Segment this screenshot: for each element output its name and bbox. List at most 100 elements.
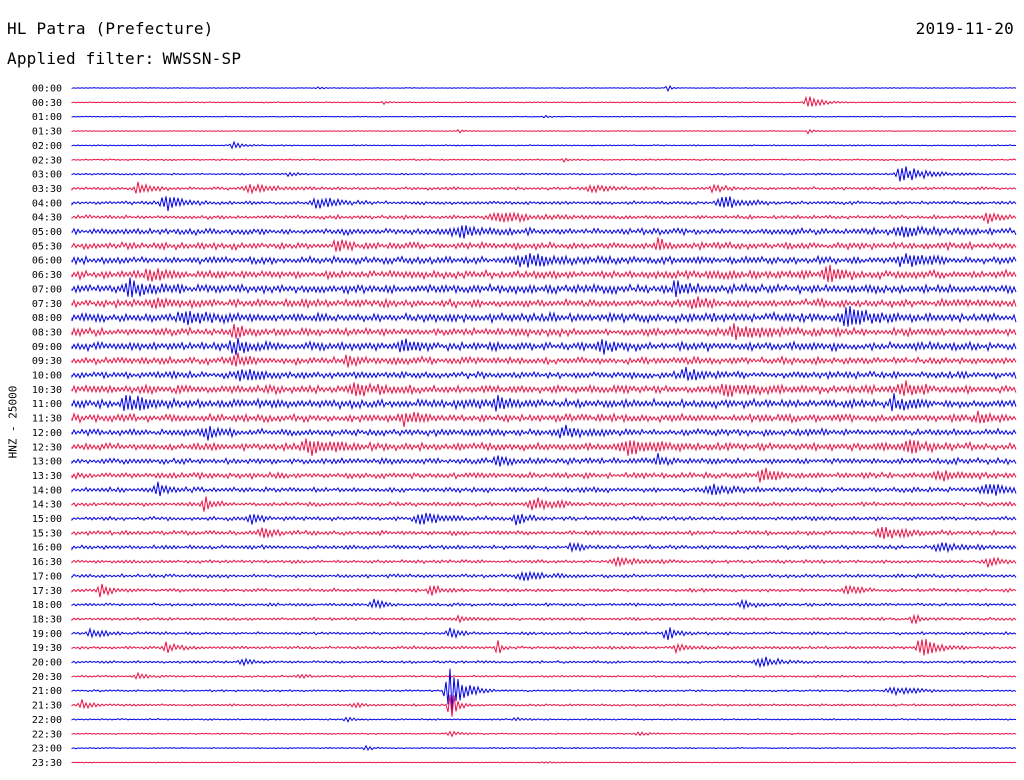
trace-line: [71, 323, 1017, 341]
trace-line: [71, 467, 1017, 483]
trace-line: [71, 166, 1017, 182]
trace-line: [71, 352, 1017, 368]
trace-line: [71, 196, 1017, 212]
time-tick-label: 05:30: [32, 241, 62, 252]
time-tick-label: 16:30: [32, 557, 62, 568]
trace-line: [71, 211, 1017, 224]
trace-line: [71, 541, 1017, 554]
time-tick-label: 06:30: [32, 270, 62, 281]
trace-line: [71, 380, 1017, 397]
time-tick-label: 00:00: [32, 84, 62, 95]
filter-value: WWSSN-SP: [162, 49, 242, 68]
time-tick-label: 11:00: [32, 399, 62, 410]
filter-label-text: Applied filter:: [7, 49, 155, 68]
time-tick-label: 22:30: [32, 729, 62, 740]
trace-line: [71, 639, 1017, 656]
trace-line: [71, 277, 1017, 298]
trace-line: [71, 656, 1017, 669]
time-tick-label: 07:30: [32, 299, 62, 310]
trace-line: [71, 481, 1017, 497]
time-tick-label: 14:00: [32, 485, 62, 496]
trace-line: [71, 744, 1017, 752]
time-tick-label: 00:30: [32, 98, 62, 109]
trace-line: [71, 224, 1017, 239]
time-tick-label: 07:00: [32, 284, 62, 295]
trace-line: [71, 598, 1017, 611]
trace-line: [71, 140, 1017, 150]
time-tick-label: 01:00: [32, 112, 62, 123]
trace-line: [71, 760, 1017, 764]
trace-line: [71, 438, 1017, 456]
trace-line: [71, 570, 1017, 581]
time-tick-label: 17:00: [32, 571, 62, 582]
time-tick-label: 19:30: [32, 643, 62, 654]
time-tick-label: 19:00: [32, 629, 62, 640]
time-tick-label: 10:00: [32, 371, 62, 382]
time-tick-label: 11:30: [32, 414, 62, 425]
time-tick-label: 22:00: [32, 715, 62, 726]
tick-label-group: 00:00 00:30 01:00 01:30 02:00 02:30 03:00 03:30…: [32, 84, 62, 769]
time-tick-label: 21:00: [32, 686, 62, 697]
trace-line: [71, 668, 1017, 711]
trace-group: [71, 85, 1017, 764]
time-tick-label: 15:30: [32, 528, 62, 539]
trace-line: [71, 626, 1017, 641]
time-tick-label: 13:00: [32, 457, 62, 468]
filter-label: Applied filter: WWSSN-SP: [7, 49, 241, 68]
time-tick-label: 18:30: [32, 614, 62, 625]
trace-line: [71, 424, 1017, 441]
time-tick-label: 08:30: [32, 327, 62, 338]
time-tick-label: 23:30: [32, 758, 62, 769]
trace-line: [71, 694, 1017, 717]
time-tick-label: 09:30: [32, 356, 62, 367]
trace-line: [71, 85, 1017, 93]
time-tick-label: 16:00: [32, 543, 62, 554]
trace-line: [71, 305, 1017, 327]
trace-line: [71, 114, 1017, 119]
trace-line: [71, 410, 1017, 428]
station-title: HL Patra (Prefecture): [7, 19, 214, 38]
trace-line: [71, 730, 1017, 738]
trace-line: [71, 716, 1017, 723]
trace-line: [71, 613, 1017, 625]
time-tick-label: 12:30: [32, 442, 62, 453]
time-tick-label: 20:30: [32, 672, 62, 683]
trace-line: [71, 526, 1017, 539]
trace-line: [71, 95, 1017, 107]
trace-line: [71, 453, 1017, 467]
trace-line: [71, 157, 1017, 163]
time-tick-label: 05:00: [32, 227, 62, 238]
time-tick-label: 09:00: [32, 342, 62, 353]
trace-line: [71, 512, 1017, 526]
time-tick-label: 15:00: [32, 514, 62, 525]
time-tick-label: 18:00: [32, 600, 62, 611]
trace-line: [71, 337, 1017, 356]
time-tick-label: 03:30: [32, 184, 62, 195]
time-tick-label: 04:30: [32, 213, 62, 224]
trace-line: [71, 556, 1017, 568]
date-label: 2019-11-20: [915, 19, 1014, 38]
trace-line: [71, 181, 1017, 195]
time-tick-label: 04:00: [32, 198, 62, 209]
trace-line: [71, 366, 1017, 382]
time-tick-label: 17:30: [32, 586, 62, 597]
time-tick-label: 01:30: [32, 127, 62, 138]
trace-line: [71, 264, 1017, 283]
time-tick-label: 21:30: [32, 701, 62, 712]
trace-line: [71, 296, 1017, 310]
trace-line: [71, 393, 1017, 412]
time-tick-label: 10:30: [32, 385, 62, 396]
trace-line: [71, 128, 1017, 135]
time-tick-label: 02:00: [32, 141, 62, 152]
time-tick-label: 13:30: [32, 471, 62, 482]
time-tick-label: 03:00: [32, 170, 62, 181]
time-tick-label: 08:00: [32, 313, 62, 324]
time-tick-label: 20:00: [32, 658, 62, 669]
trace-line: [71, 253, 1017, 268]
time-tick-label: 12:00: [32, 428, 62, 439]
trace-line: [71, 583, 1017, 598]
trace-line: [71, 237, 1017, 252]
time-tick-label: 02:30: [32, 155, 62, 166]
time-tick-label: 23:00: [32, 744, 62, 755]
